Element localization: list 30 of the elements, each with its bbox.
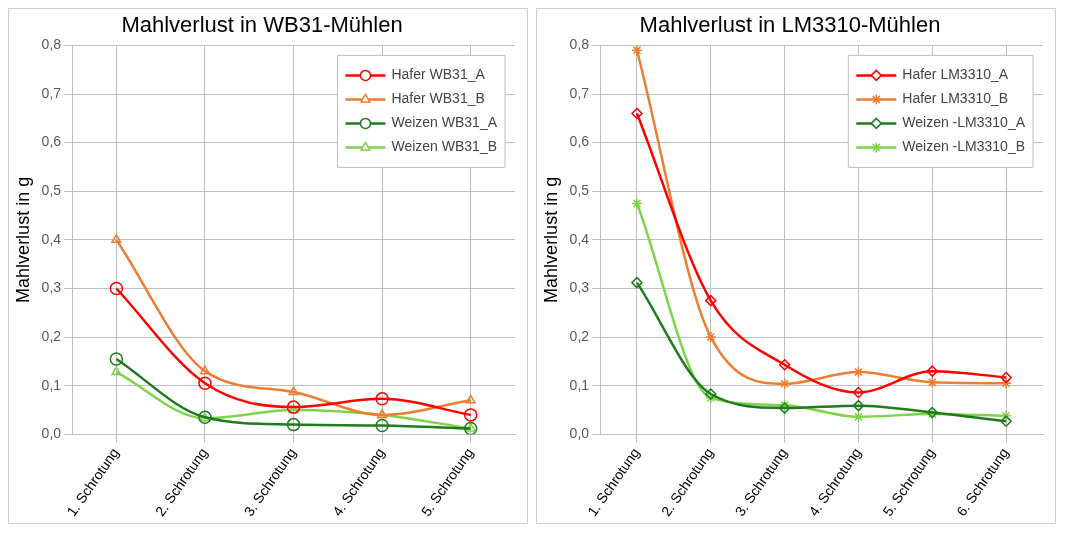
- y-tick-label: 0,7: [41, 84, 62, 101]
- y-tick-label: 0,4: [41, 230, 62, 247]
- y-tick-label: 0,8: [569, 36, 590, 53]
- chart-title: Mahlverlust in LM3310-Mühlen: [639, 12, 941, 38]
- y-tick-label: 0,5: [569, 182, 590, 199]
- y-tick-label: 0,3: [41, 279, 62, 296]
- legend-label: Weizen WB31_A: [391, 114, 498, 131]
- legend-label: Hafer LM3310_B: [902, 90, 1009, 107]
- y-tick-label: 0,3: [569, 279, 590, 296]
- legend-label: Hafer LM3310_A: [902, 66, 1009, 83]
- chart-title: Mahlverlust in WB31-Mühlen: [121, 12, 403, 38]
- y-tick-label: 0,6: [41, 133, 62, 150]
- y-tick-label: 0,2: [569, 327, 590, 344]
- legend-label: Weizen WB31_B: [391, 138, 498, 155]
- y-tick-label: 0,1: [569, 376, 590, 393]
- y-tick-label: 0,1: [41, 376, 62, 393]
- y-tick-label: 0,4: [569, 230, 590, 247]
- legend-label: Hafer WB31_A: [391, 66, 486, 83]
- y-axis-title: Mahlverlust in g: [540, 176, 561, 303]
- y-tick-label: 0,6: [569, 133, 590, 150]
- y-tick-label: 0,7: [569, 84, 590, 101]
- y-tick-label: 0,5: [41, 182, 62, 199]
- y-tick-label: 0,8: [41, 36, 62, 53]
- y-axis-title: Mahlverlust in g: [12, 176, 33, 303]
- y-tick-label: 0,0: [41, 425, 62, 442]
- legend-label: Hafer WB31_B: [391, 90, 485, 107]
- legend-label: Weizen -LM3310_A: [902, 114, 1026, 131]
- y-tick-label: 0,0: [569, 425, 590, 442]
- y-tick-label: 0,2: [41, 327, 62, 344]
- legend-label: Weizen -LM3310_B: [902, 138, 1025, 155]
